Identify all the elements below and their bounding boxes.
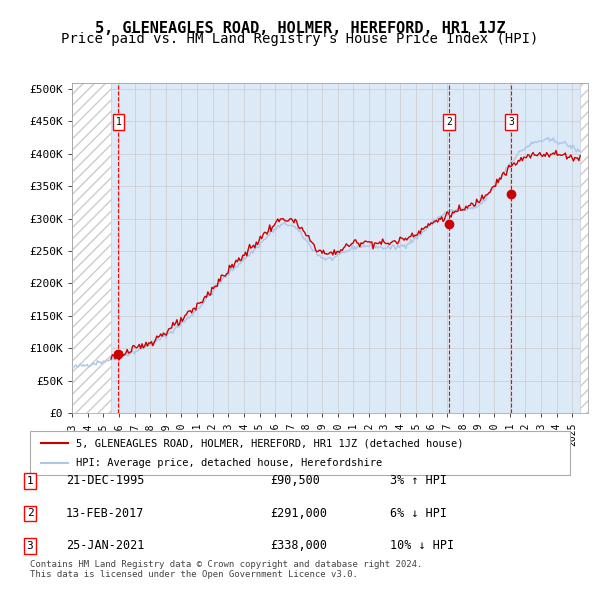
Text: 2: 2 bbox=[446, 117, 452, 127]
Text: 25-JAN-2021: 25-JAN-2021 bbox=[66, 539, 145, 552]
Text: 3% ↑ HPI: 3% ↑ HPI bbox=[390, 474, 447, 487]
Text: HPI: Average price, detached house, Herefordshire: HPI: Average price, detached house, Here… bbox=[76, 458, 382, 467]
Text: Price paid vs. HM Land Registry's House Price Index (HPI): Price paid vs. HM Land Registry's House … bbox=[61, 32, 539, 47]
Text: £338,000: £338,000 bbox=[270, 539, 327, 552]
Text: 1: 1 bbox=[26, 476, 34, 486]
Text: 3: 3 bbox=[26, 541, 34, 550]
Text: Contains HM Land Registry data © Crown copyright and database right 2024.
This d: Contains HM Land Registry data © Crown c… bbox=[30, 560, 422, 579]
Text: £90,500: £90,500 bbox=[270, 474, 320, 487]
FancyBboxPatch shape bbox=[30, 431, 570, 475]
Text: 5, GLENEAGLES ROAD, HOLMER, HEREFORD, HR1 1JZ: 5, GLENEAGLES ROAD, HOLMER, HEREFORD, HR… bbox=[95, 21, 505, 35]
Text: £291,000: £291,000 bbox=[270, 507, 327, 520]
Text: 1: 1 bbox=[116, 117, 121, 127]
Text: 2: 2 bbox=[26, 509, 34, 518]
Text: 5, GLENEAGLES ROAD, HOLMER, HEREFORD, HR1 1JZ (detached house): 5, GLENEAGLES ROAD, HOLMER, HEREFORD, HR… bbox=[76, 438, 463, 448]
Text: 6% ↓ HPI: 6% ↓ HPI bbox=[390, 507, 447, 520]
Text: 10% ↓ HPI: 10% ↓ HPI bbox=[390, 539, 454, 552]
Text: 3: 3 bbox=[508, 117, 514, 127]
Text: 13-FEB-2017: 13-FEB-2017 bbox=[66, 507, 145, 520]
Text: 21-DEC-1995: 21-DEC-1995 bbox=[66, 474, 145, 487]
